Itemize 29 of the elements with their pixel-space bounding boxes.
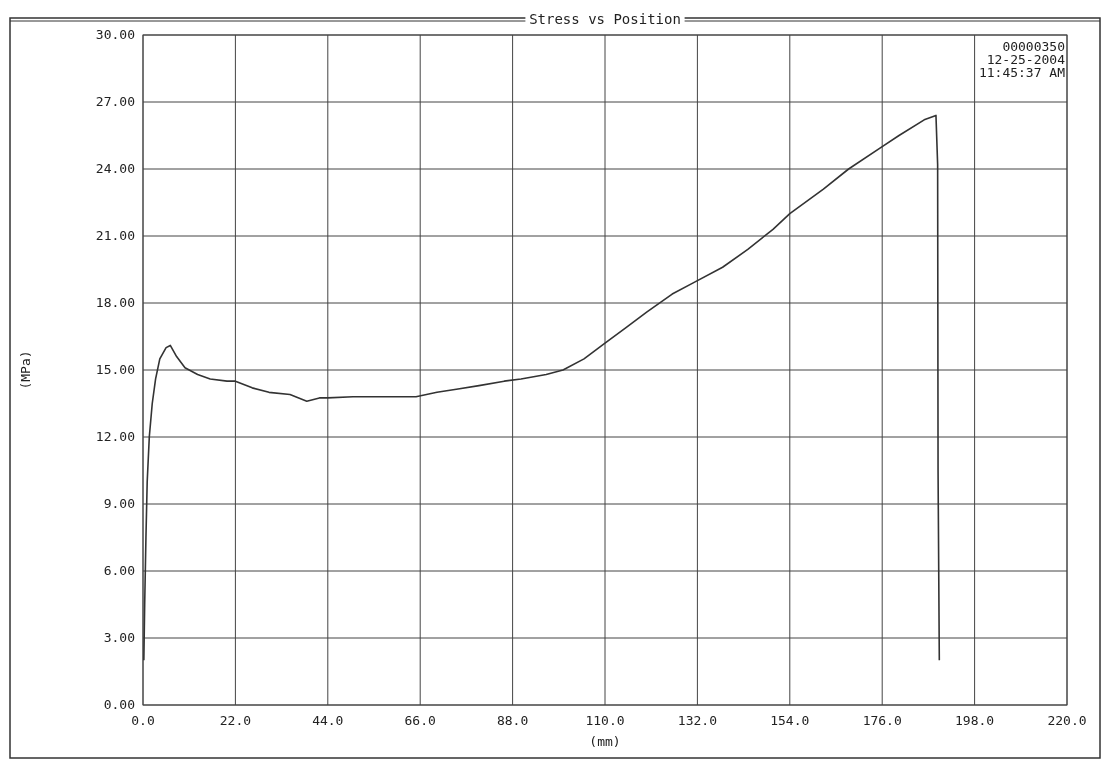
x-tick-label: 176.0 (862, 713, 902, 728)
annotation: 12-25-2004 (986, 52, 1066, 67)
y-tick-label: 6.00 (103, 563, 135, 578)
x-tick-label: 110.0 (585, 713, 625, 728)
annotation: 00000350 (1002, 39, 1065, 54)
y-tick-label: 0.00 (103, 697, 135, 712)
x-tick-label: 154.0 (770, 713, 810, 728)
x-tick-label: 66.0 (404, 713, 436, 728)
y-tick-label: 18.00 (95, 295, 135, 310)
x-tick-label: 88.0 (496, 713, 529, 728)
x-tick-label: 132.0 (677, 713, 717, 728)
x-tick-label: 22.0 (219, 713, 252, 728)
chart-title: Stress vs Position (529, 11, 681, 27)
x-tick-label: 0.0 (131, 713, 155, 728)
x-axis-title: (mm) (589, 734, 621, 749)
y-tick-label: 21.00 (95, 228, 135, 243)
x-tick-label: 220.0 (1047, 713, 1087, 728)
y-tick-label: 15.00 (95, 362, 135, 377)
y-tick-label: 30.00 (95, 27, 135, 42)
annotation: 11:45:37 AM (978, 65, 1066, 80)
x-tick-label: 44.0 (312, 713, 344, 728)
x-tick-label: 198.0 (955, 713, 995, 728)
y-tick-label: 12.00 (95, 429, 135, 444)
y-tick-label: 27.00 (95, 94, 135, 109)
line-series (143, 114, 941, 662)
y-axis-title: (MPa) (18, 350, 33, 390)
y-tick-label: 3.00 (103, 630, 135, 645)
y-tick-label: 24.00 (95, 161, 135, 176)
y-tick-label: 9.00 (103, 496, 135, 511)
